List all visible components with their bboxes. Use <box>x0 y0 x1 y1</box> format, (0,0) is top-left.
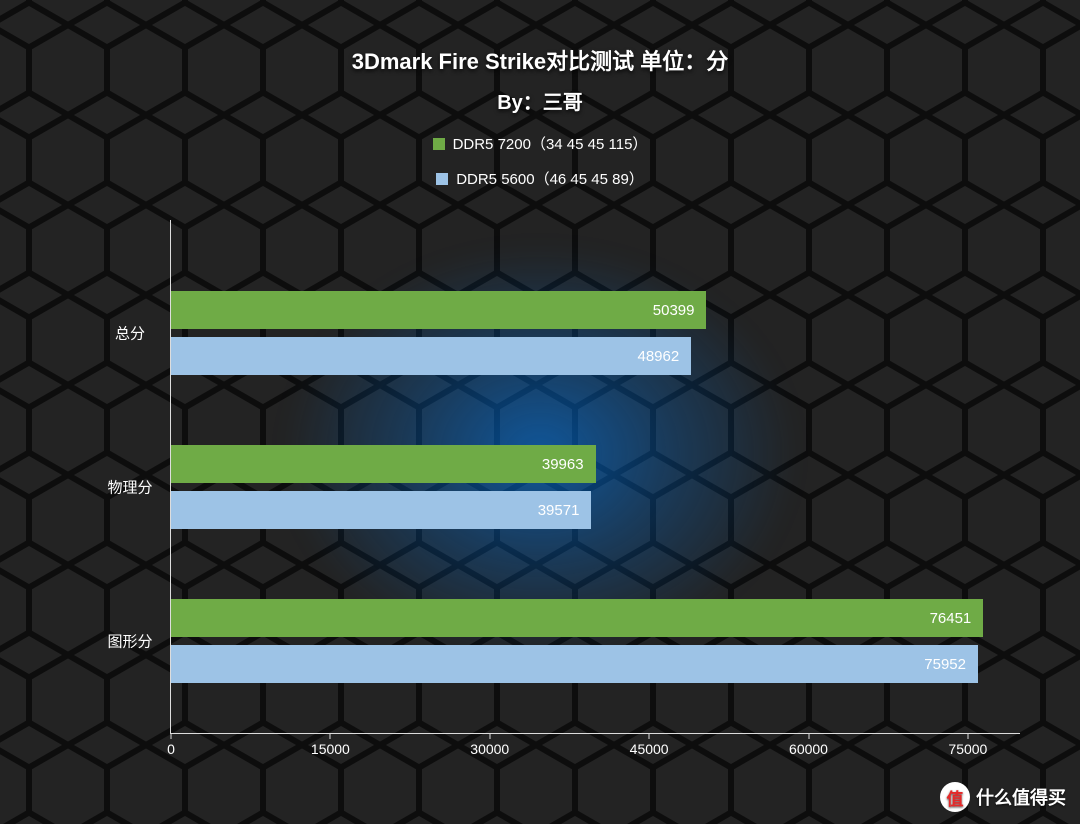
x-tick-label: 30000 <box>470 741 509 757</box>
x-tick-label: 0 <box>167 741 175 757</box>
x-tick-mark <box>808 733 809 739</box>
legend-swatch <box>436 173 448 185</box>
legend-label: DDR5 7200（34 45 45 115） <box>453 133 648 154</box>
x-tick-mark <box>967 733 968 739</box>
x-tick-label: 60000 <box>789 741 828 757</box>
legend-item-ddr5-7200: DDR5 7200（34 45 45 115） <box>433 133 648 154</box>
x-tick-mark <box>489 733 490 739</box>
watermark-text: 什么值得买 <box>976 784 1066 810</box>
legend-label: DDR5 5600（46 45 45 89） <box>456 168 644 189</box>
plot-area: 5039948962399633957176451759520150003000… <box>170 220 1020 734</box>
bar-ddr5_7200: 50399 <box>171 291 706 329</box>
category-label: 总分 <box>100 323 160 344</box>
chart-subtitle: By：三哥 <box>0 86 1080 115</box>
chart-title: 3Dmark Fire Strike对比测试 单位：分 <box>0 0 1080 76</box>
x-tick-mark <box>330 733 331 739</box>
x-tick-label: 45000 <box>630 741 669 757</box>
watermark-badge-icon: 值 <box>940 782 970 812</box>
bar-ddr5_5600: 75952 <box>171 645 978 683</box>
bar-ddr5_5600: 48962 <box>171 337 691 375</box>
x-tick-mark <box>171 733 172 739</box>
watermark: 值 什么值得买 <box>940 782 1066 812</box>
x-tick-mark <box>649 733 650 739</box>
x-tick-label: 75000 <box>948 741 987 757</box>
category-label: 物理分 <box>100 477 160 498</box>
legend-item-ddr5-5600: DDR5 5600（46 45 45 89） <box>436 168 644 189</box>
chart-area: 50399 48962 39963 39571 76451 75952 0 15000 3000… <box>100 220 1020 764</box>
bar-ddr5_7200: 76451 <box>171 599 983 637</box>
category-label: 图形分 <box>100 631 160 652</box>
legend: DDR5 7200（34 45 45 115） DDR5 5600（46 45 … <box>0 133 1080 189</box>
bar-ddr5_5600: 39571 <box>171 491 591 529</box>
x-tick-label: 15000 <box>311 741 350 757</box>
bar-ddr5_7200: 39963 <box>171 445 596 483</box>
legend-swatch <box>433 138 445 150</box>
